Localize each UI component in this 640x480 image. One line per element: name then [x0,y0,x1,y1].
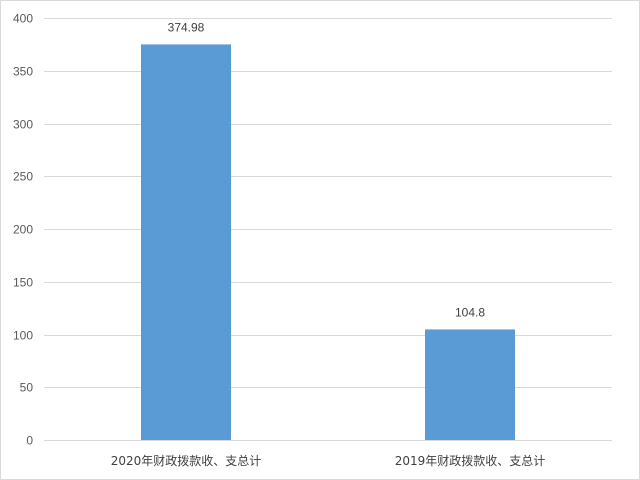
y-axis-ticks: 0 50 100 150 200 250 300 350 400 [13,12,33,448]
y-tick-label: 350 [13,65,33,79]
y-tick-label: 200 [13,223,33,237]
data-label: 104.8 [455,305,485,319]
y-tick-label: 300 [13,118,33,132]
y-tick-label: 50 [20,381,34,395]
gridlines [44,18,612,441]
x-axis-labels: 2020年财政拨款收、支总计 2019年财政拨款收、支总计 [111,454,546,468]
data-label: 374.98 [168,20,205,34]
y-tick-label: 0 [26,434,33,448]
x-category-label: 2019年财政拨款收、支总计 [395,454,546,468]
y-tick-label: 150 [13,276,33,290]
bar [425,329,515,440]
y-tick-label: 250 [13,170,33,184]
data-labels: 374.98 104.8 [168,20,486,319]
x-category-label: 2020年财政拨款收、支总计 [111,454,262,468]
y-tick-label: 400 [13,12,33,26]
y-tick-label: 100 [13,329,33,343]
bar [141,44,231,441]
bars [141,44,515,441]
